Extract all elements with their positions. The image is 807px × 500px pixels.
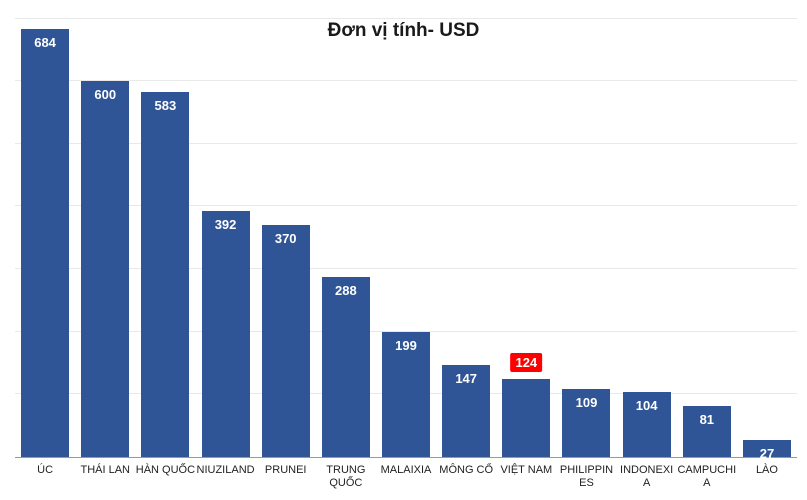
bar: 27: [743, 440, 791, 457]
bar-value-label: 104: [636, 398, 658, 413]
bar: 104: [623, 392, 671, 457]
x-axis-label: LÀO: [737, 458, 797, 500]
x-axis-labels: ÚCTHÁI LANHÀN QUỐCNIUZILANDPRUNEITRUNG Q…: [15, 458, 797, 500]
x-axis-label: ÚC: [15, 458, 75, 500]
bar-wrap: 600: [75, 6, 135, 457]
x-axis-label: PRUNEI: [256, 458, 316, 500]
bar-wrap: 124: [496, 6, 556, 457]
bar: 600: [81, 81, 129, 457]
bar: 392: [202, 211, 250, 457]
x-axis-label: MALAIXIA: [376, 458, 436, 500]
bar: 288: [322, 277, 370, 457]
chart-container: Đơn vị tính- USD 68460058339237028819914…: [0, 0, 807, 500]
bar-wrap: 104: [617, 6, 677, 457]
bar-value-label: 81: [700, 412, 714, 427]
bar-wrap: 370: [256, 6, 316, 457]
bar-wrap: 109: [556, 6, 616, 457]
bar-wrap: 392: [195, 6, 255, 457]
bar: 583: [141, 92, 189, 457]
bar-value-label: 600: [94, 87, 116, 102]
bar-value-label: 199: [395, 338, 417, 353]
bar-wrap: 684: [15, 6, 75, 457]
x-axis-label: PHILIPPINES: [556, 458, 616, 500]
bar: 684: [21, 29, 69, 457]
bar-wrap: 583: [135, 6, 195, 457]
bar-value-label: 288: [335, 283, 357, 298]
bar-wrap: 147: [436, 6, 496, 457]
bar: 109: [562, 389, 610, 457]
bar: 370: [262, 225, 310, 457]
bar-wrap: 288: [316, 6, 376, 457]
x-axis-label: HÀN QUỐC: [135, 458, 195, 500]
bar-value-label: 392: [215, 217, 237, 232]
x-axis-label: INDONEXIA: [617, 458, 677, 500]
x-axis-label: NIUZILAND: [195, 458, 255, 500]
bar-wrap: 199: [376, 6, 436, 457]
bar-value-label: 684: [34, 35, 56, 50]
bar: 124: [502, 379, 550, 457]
bars-group: 684 600 583 392 370 288 199 147 124 109 104 81 27: [15, 6, 797, 457]
x-axis-label: TRUNG QUỐC: [316, 458, 376, 500]
bar-value-label: 370: [275, 231, 297, 246]
bar-value-label: 147: [455, 371, 477, 386]
bar: 199: [382, 332, 430, 457]
bar-wrap: 27: [737, 6, 797, 457]
x-axis-label: THÁI LAN: [75, 458, 135, 500]
x-axis-label: MÔNG CỔ: [436, 458, 496, 500]
bar: 81: [683, 406, 731, 457]
bar-value-label: 109: [576, 395, 598, 410]
bar-value-label: 583: [155, 98, 177, 113]
x-axis-label: CAMPUCHIA: [677, 458, 737, 500]
x-axis-label: VIỆT NAM: [496, 458, 556, 500]
bar: 147: [442, 365, 490, 457]
plot-area: 684 600 583 392 370 288 199 147 124 109 104 81 27: [15, 6, 797, 458]
bar-wrap: 81: [677, 6, 737, 457]
bar-value-label-highlight: 124: [510, 353, 542, 372]
